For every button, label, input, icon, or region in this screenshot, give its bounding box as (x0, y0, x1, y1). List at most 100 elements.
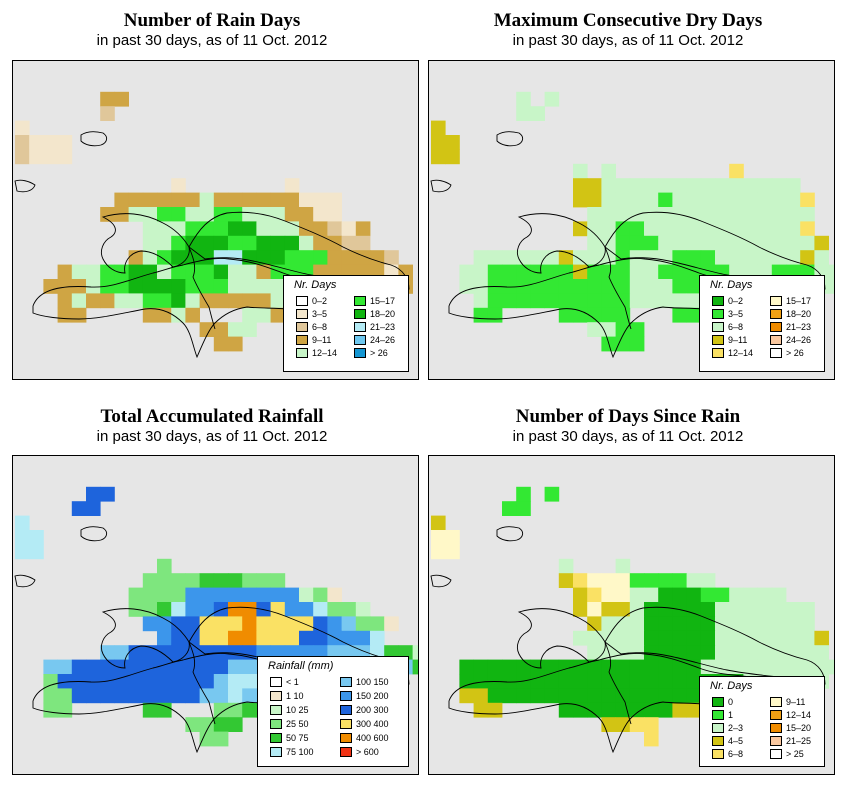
legend-swatch (770, 736, 782, 746)
grid-cell (658, 616, 673, 632)
grid-cell (615, 587, 631, 603)
grid-cell (786, 602, 801, 617)
grid-cell (171, 573, 186, 588)
grid-cell (729, 602, 744, 617)
grid-cell (157, 279, 172, 294)
grid-cell (587, 264, 602, 280)
legend-swatch (770, 348, 782, 358)
grid-cell (729, 192, 744, 208)
grid-cell (771, 645, 787, 660)
coastline (14, 179, 36, 193)
grid-cell (715, 587, 730, 603)
grid-cell (185, 207, 200, 222)
grid-cell (199, 630, 215, 646)
grid-cell (213, 659, 229, 675)
grid-cell (686, 221, 702, 237)
grid-cell (573, 279, 588, 294)
grid-cell (473, 307, 489, 323)
grid-cell (629, 192, 645, 208)
legend-label: 100 150 (356, 677, 389, 687)
grid-cell (757, 659, 773, 675)
grid-cell (459, 279, 474, 294)
legend-swatch (712, 697, 724, 707)
grid-cell (615, 235, 631, 251)
grid-cell (412, 645, 418, 660)
grid-cell (715, 178, 730, 193)
grid-cell (672, 645, 687, 660)
grid-cell (71, 688, 87, 704)
grid-cell (587, 293, 602, 309)
grid-cell (242, 587, 257, 603)
grid-cell (573, 702, 588, 718)
grid-cell (729, 250, 744, 265)
grid-cell (814, 250, 829, 265)
grid-cell (228, 336, 243, 352)
grid-cell (530, 279, 545, 294)
grid-cell (715, 207, 730, 222)
grid-cell (199, 293, 215, 309)
grid-cell (256, 221, 271, 237)
grid-cell (629, 630, 645, 646)
grid-cell (729, 645, 744, 660)
grid-cell (213, 688, 229, 704)
grid-cell (573, 192, 588, 208)
grid-cell (370, 250, 385, 265)
grid-cell (715, 602, 730, 617)
grid-cell (615, 293, 631, 309)
grid-cell (743, 250, 758, 265)
grid-cell (185, 221, 200, 237)
coastline (604, 606, 826, 685)
grid-cell (502, 250, 517, 265)
grid-cell (43, 688, 58, 704)
grid-cell (502, 688, 517, 704)
grid-cell (299, 587, 314, 603)
legend-title: Nr. Days (294, 279, 337, 291)
grid-cell (615, 674, 631, 689)
grid-cell (757, 630, 773, 646)
grid-cell (502, 659, 517, 675)
grid-cell (672, 264, 687, 280)
grid-cell (171, 250, 186, 265)
grid-cell (199, 207, 215, 222)
grid-cell (800, 630, 815, 646)
grid-cell (644, 293, 659, 309)
grid-cell (558, 659, 574, 675)
grid-cell (185, 674, 200, 689)
grid-cell (199, 192, 215, 208)
grid-cell (242, 322, 257, 337)
grid-cell (199, 250, 215, 265)
grid-cell (284, 207, 300, 222)
grid-cell (814, 235, 829, 251)
grid-cell (71, 264, 87, 280)
grid-cell (672, 250, 687, 265)
grid-cell (57, 307, 73, 323)
grid-cell (771, 602, 787, 617)
grid-cell (29, 544, 44, 560)
grid-cell (672, 702, 687, 718)
grid-cell (213, 221, 229, 237)
grid-cell (185, 573, 200, 588)
grid-cell (341, 250, 357, 265)
grid-cell (558, 674, 574, 689)
grid-cell (270, 307, 286, 323)
legend-label: 18–20 (786, 309, 812, 319)
legend-swatch (340, 705, 352, 715)
grid-cell (743, 659, 758, 675)
legend-label: < 1 (286, 677, 299, 687)
grid-cell (185, 235, 200, 251)
grid-cell (171, 659, 186, 675)
grid-cell (700, 192, 716, 208)
grid-cell (629, 688, 645, 704)
grid-cell (157, 558, 172, 574)
grid-cell (270, 192, 286, 208)
legend-swatch (354, 296, 366, 306)
grid-cell (686, 645, 702, 660)
grid-cell (242, 264, 257, 280)
grid-cell (114, 293, 129, 309)
grid-cell (459, 264, 474, 280)
grid-cell (213, 573, 229, 588)
grid-cell (86, 674, 101, 689)
grid-cell (743, 178, 758, 193)
grid-cell (700, 250, 716, 265)
grid-cell (185, 293, 200, 309)
